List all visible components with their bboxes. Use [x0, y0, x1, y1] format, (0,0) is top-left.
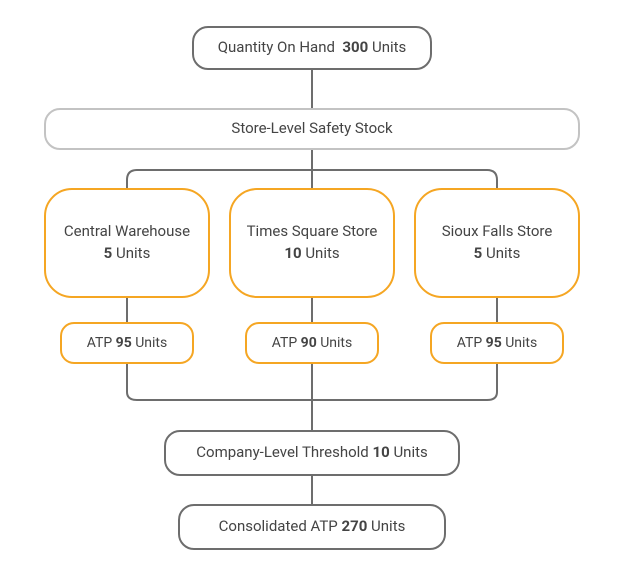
atp-value: 95 — [116, 335, 132, 351]
qoh-text: Quantity On Hand 300 Units — [218, 37, 407, 59]
atp-box-2: ATP 90 Units — [245, 322, 379, 364]
atp-prefix: ATP — [457, 335, 482, 351]
atp-suffix: Units — [320, 335, 352, 351]
threshold-suffix: Units — [393, 443, 427, 461]
store-name: Central Warehouse — [64, 221, 190, 243]
atp-box-1: ATP 95 Units — [60, 322, 194, 364]
store-box-3: Sioux Falls Store 5 Units — [414, 188, 580, 298]
safety-stock-box: Store-Level Safety Stock — [44, 108, 580, 150]
qoh-value: 300 — [342, 38, 368, 56]
store-units: 10 Units — [284, 243, 339, 265]
consolidated-text: Consolidated ATP 270 Units — [219, 516, 406, 538]
store-suffix: Units — [305, 244, 339, 262]
threshold-box: Company-Level Threshold 10 Units — [164, 430, 460, 476]
store-box-1: Central Warehouse 5 Units — [44, 188, 210, 298]
atp-suffix: Units — [135, 335, 167, 351]
store-suffix: Units — [486, 244, 520, 262]
atp-text: ATP 95 Units — [457, 333, 538, 353]
store-name: Times Square Store — [247, 221, 378, 243]
store-units: 5 Units — [474, 243, 521, 265]
store-units: 5 Units — [104, 243, 151, 265]
threshold-value: 10 — [372, 443, 389, 461]
flowchart-canvas: Quantity On Hand 300 Units Store-Level S… — [0, 0, 624, 572]
qoh-box: Quantity On Hand 300 Units — [192, 26, 432, 70]
atp-prefix: ATP — [272, 335, 297, 351]
atp-box-3: ATP 95 Units — [430, 322, 564, 364]
store-suffix: Units — [116, 244, 150, 262]
atp-text: ATP 90 Units — [272, 333, 353, 353]
consolidated-prefix: Consolidated ATP — [219, 517, 338, 535]
consolidated-suffix: Units — [371, 517, 405, 535]
threshold-text: Company-Level Threshold 10 Units — [196, 442, 428, 464]
atp-value: 90 — [301, 335, 317, 351]
atp-prefix: ATP — [87, 335, 112, 351]
atp-suffix: Units — [505, 335, 537, 351]
store-value: 5 — [474, 244, 483, 262]
store-name: Sioux Falls Store — [442, 221, 553, 243]
safety-stock-label: Store-Level Safety Stock — [231, 118, 392, 140]
atp-text: ATP 95 Units — [87, 333, 168, 353]
store-value: 10 — [284, 244, 301, 262]
qoh-suffix: Units — [372, 38, 406, 56]
atp-value: 95 — [486, 335, 502, 351]
consolidated-box: Consolidated ATP 270 Units — [178, 504, 446, 550]
consolidated-value: 270 — [341, 517, 367, 535]
store-box-2: Times Square Store 10 Units — [229, 188, 395, 298]
store-value: 5 — [104, 244, 113, 262]
threshold-prefix: Company-Level Threshold — [196, 443, 369, 461]
qoh-prefix: Quantity On Hand — [218, 38, 335, 56]
